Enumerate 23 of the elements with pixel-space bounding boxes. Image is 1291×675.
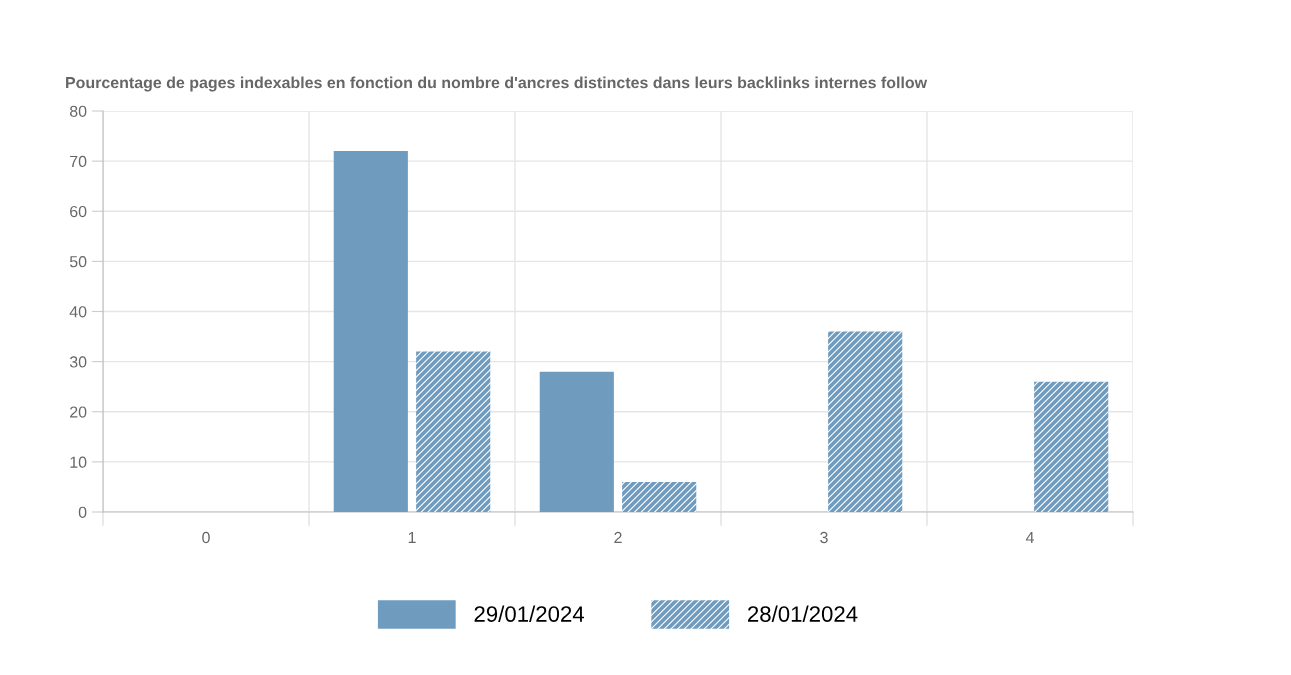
x-tick-label: 0: [202, 531, 210, 544]
bar: [1034, 381, 1109, 512]
bar: [622, 481, 697, 512]
chart-title: Pourcentage de pages indexables en fonction du nombre d'ancres distinctes dans leurs backlinks internes follow: [66, 76, 928, 92]
y-tick-label: 30: [69, 356, 87, 368]
y-tick-label: 10: [70, 456, 87, 468]
bar: [333, 151, 408, 512]
legend-label: 29/01/2024: [474, 605, 585, 622]
y-tick-label: 80: [69, 105, 87, 117]
y-tick-label: 0: [78, 506, 87, 518]
x-tick-label: 1: [408, 532, 416, 544]
bar: [828, 331, 903, 512]
y-tick-label: 60: [70, 205, 87, 218]
x-tick-label: 4: [1025, 532, 1034, 544]
y-tick-label: 70: [70, 155, 87, 168]
y-tick-label: 50: [69, 256, 87, 268]
legend-label: 28/01/2024: [748, 605, 858, 622]
x-tick-label: 2: [614, 531, 622, 544]
x-tick-label: 3: [820, 531, 828, 544]
bar: [416, 351, 491, 512]
y-tick-label: 20: [70, 406, 87, 418]
y-tick-label: 40: [69, 306, 87, 318]
bar: [539, 371, 614, 512]
